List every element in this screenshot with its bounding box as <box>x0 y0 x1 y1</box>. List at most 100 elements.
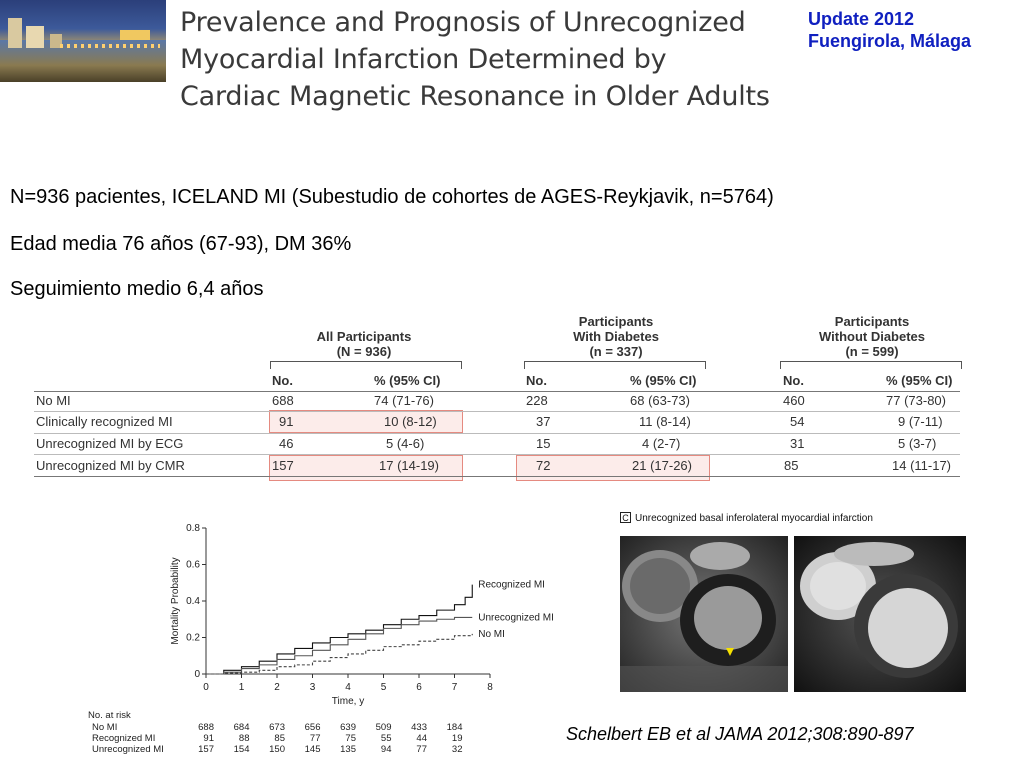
risk-value: 150 <box>269 744 285 755</box>
x-tick-label: 8 <box>487 682 493 693</box>
cell: 9 (7-11) <box>898 414 943 429</box>
risk-row-label: Recognized MI <box>92 733 155 744</box>
title-line-1: Prevalence and Prognosis of Unrecognized <box>180 7 746 38</box>
header-photo <box>0 0 166 82</box>
series-line-unrecognized-mi <box>206 616 473 675</box>
cell: 77 (73-80) <box>886 393 946 408</box>
x-tick-label: 3 <box>310 682 316 693</box>
series-label: No MI <box>478 629 505 640</box>
cell: 17 (14-19) <box>379 458 439 473</box>
cell: 15 <box>536 436 551 451</box>
cell: 46 <box>279 436 294 451</box>
mri-image-left <box>620 536 788 692</box>
mri-figure: C Unrecognized basal inferolateral myocar… <box>620 512 970 694</box>
cell: 54 <box>790 414 805 429</box>
cell: 5 (4-6) <box>386 436 425 451</box>
bracket-no-diabetes <box>780 361 962 369</box>
cell: 228 <box>526 393 548 408</box>
series-line-no-mi <box>206 633 473 675</box>
group-header-no-diabetes: Participants Without Diabetes (n = 599) <box>818 314 926 359</box>
col-pct-diabetes: % (95% CI) <box>630 373 697 388</box>
row-label: Unrecognized MI by ECG <box>36 436 184 451</box>
risk-row-label: No MI <box>92 722 117 733</box>
row-label: Unrecognized MI by CMR <box>36 458 185 473</box>
risk-value: 184 <box>447 722 463 733</box>
x-tick-label: 1 <box>239 682 245 693</box>
y-tick-label: 0.8 <box>186 523 200 534</box>
risk-value: 656 <box>305 722 321 733</box>
risk-value: 145 <box>305 744 321 755</box>
risk-value: 157 <box>198 744 214 755</box>
cell: 688 <box>272 393 294 408</box>
highlight-recognized-all <box>269 410 463 433</box>
x-tick-label: 6 <box>416 682 422 693</box>
cell: 31 <box>790 436 805 451</box>
cell: 85 <box>784 458 799 473</box>
panel-letter: C <box>620 512 631 523</box>
risk-value: 75 <box>345 733 356 744</box>
cell: 68 (63-73) <box>630 393 690 408</box>
title-line-2: Myocardial Infarction Determined by <box>180 44 667 75</box>
slide-title: Prevalence and Prognosis of Unrecognized… <box>180 4 800 115</box>
x-tick-label: 4 <box>345 682 351 693</box>
update-label: Update 2012 Fuengirola, Málaga <box>808 8 971 52</box>
risk-value: 19 <box>452 733 463 744</box>
cell: 5 (3-7) <box>898 436 937 451</box>
cell: 157 <box>272 458 294 473</box>
row-label: Clinically recognized MI <box>36 414 173 429</box>
col-pct-no-diabetes: % (95% CI) <box>886 373 953 388</box>
info-line-2: Edad media 76 años (67-93), DM 36% <box>10 233 352 255</box>
risk-value: 433 <box>411 722 427 733</box>
risk-value: 77 <box>416 744 427 755</box>
risk-value: 684 <box>234 722 250 733</box>
series-label: Recognized MI <box>478 580 545 591</box>
series-line-recognized-mi <box>206 584 473 675</box>
risk-row-label: Unrecognized MI <box>92 744 164 755</box>
risk-value: 77 <box>310 733 321 744</box>
risk-table-title: No. at risk <box>88 710 131 721</box>
cell: 72 <box>536 458 551 473</box>
info-line-3: Seguimiento medio 6,4 años <box>10 278 264 300</box>
cell: 10 (8-12) <box>384 414 437 429</box>
x-tick-label: 0 <box>203 682 209 693</box>
risk-value: 673 <box>269 722 285 733</box>
col-pct-all: % (95% CI) <box>374 373 441 388</box>
cell: 4 (2-7) <box>642 436 681 451</box>
risk-value: 91 <box>203 733 214 744</box>
risk-value: 44 <box>416 733 427 744</box>
title-line-3: Cardiac Magnetic Resonance in Older Adul… <box>180 81 770 112</box>
results-table: All Participants (N = 936) Participants Wi… <box>34 313 964 483</box>
mri-image-right <box>794 536 966 692</box>
risk-value: 55 <box>381 733 392 744</box>
cell: 14 (11-17) <box>892 458 952 473</box>
x-tick-label: 5 <box>381 682 387 693</box>
mri-caption: C Unrecognized basal inferolateral myocar… <box>620 512 873 524</box>
y-tick-label: 0.2 <box>186 633 200 644</box>
risk-value: 639 <box>340 722 356 733</box>
group-header-diabetes: Participants With Diabetes (n = 337) <box>573 314 659 359</box>
group-header-all: All Participants (N = 936) <box>316 329 412 359</box>
info-line-1: N=936 pacientes, ICELAND MI (Subestudio … <box>10 186 774 208</box>
risk-value: 88 <box>239 733 250 744</box>
mortality-chart: 0 1 2 3 4 5 6 7 8 0 0.2 0.4 0.6 0.8 Time, y Mortality P… <box>88 523 554 755</box>
col-no-diabetes: No. <box>526 373 547 388</box>
y-axis-label: Mortality Probability <box>170 557 181 644</box>
cell: 11 (8-14) <box>639 414 691 429</box>
table-header-rule <box>34 391 960 392</box>
cell: 74 (71-76) <box>374 393 434 408</box>
row-label: No MI <box>36 393 71 408</box>
cell: 37 <box>536 414 551 429</box>
update-line-1: Update 2012 <box>808 9 915 29</box>
citation: Schelbert EB et al JAMA 2012;308:890-897 <box>566 724 914 744</box>
risk-value: 32 <box>452 744 463 755</box>
infarct-arrow-icon <box>726 648 734 656</box>
cell: 21 (17-26) <box>632 458 692 473</box>
risk-value: 135 <box>340 744 356 755</box>
y-tick-label: 0 <box>194 669 200 680</box>
caption-text: Unrecognized basal inferolateral myocard… <box>635 513 873 524</box>
col-no-no-diabetes: No. <box>783 373 804 388</box>
risk-value: 94 <box>381 744 392 755</box>
risk-value: 509 <box>376 722 392 733</box>
bracket-diabetes <box>524 361 706 369</box>
risk-value: 85 <box>274 733 285 744</box>
